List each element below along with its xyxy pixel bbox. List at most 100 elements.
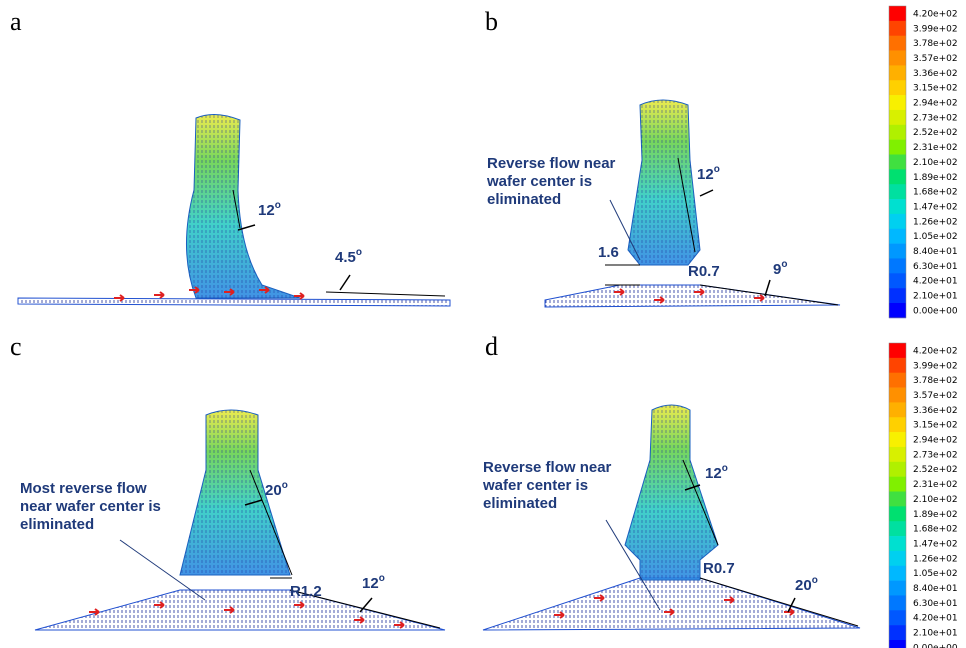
colorbar-swatch xyxy=(889,343,906,358)
colorbar-label: 6.30e+01 xyxy=(913,599,958,609)
colorbar-label: 2.10e+01 xyxy=(913,629,958,639)
colorbar-swatch xyxy=(889,417,906,432)
colorbar-label: 3.78e+02 xyxy=(913,376,958,386)
colorbar-swatch xyxy=(889,432,906,447)
note-line: Most reverse flow xyxy=(20,480,147,497)
colorbar-label: 2.94e+02 xyxy=(913,99,958,109)
colorbar-label: 1.26e+02 xyxy=(913,554,958,564)
annotation-text: 20 xyxy=(265,482,282,499)
colorbar-label: 3.78e+02 xyxy=(913,39,958,49)
colorbar-swatch xyxy=(889,477,906,492)
colorbar-label: 8.40e+01 xyxy=(913,584,958,594)
colorbar-label: 1.26e+02 xyxy=(913,217,958,227)
colorbar-swatch xyxy=(889,36,906,51)
reverse-arrow xyxy=(154,292,164,298)
colorbar-swatch xyxy=(889,140,906,155)
note-line: eliminated xyxy=(487,191,561,208)
note-line: wafer center is xyxy=(482,477,588,494)
colorbar-label: 2.73e+02 xyxy=(913,113,958,123)
colorbar-label: 0.00e+00 xyxy=(913,643,958,648)
colorbar-swatch xyxy=(889,492,906,507)
annotation-sup: o xyxy=(379,573,385,584)
colorbar-label: 2.52e+02 xyxy=(913,465,958,475)
dimension-line xyxy=(326,292,445,296)
colorbar-label: 4.20e+01 xyxy=(913,614,958,624)
colorbar-label: 1.89e+02 xyxy=(913,510,958,520)
colorbar-swatch xyxy=(889,80,906,95)
annotation: 12o xyxy=(258,200,281,219)
colorbar-label: 3.99e+02 xyxy=(913,361,958,371)
annotation-text: 12 xyxy=(705,465,722,482)
colorbar-swatch xyxy=(889,551,906,566)
colorbar-swatch xyxy=(889,506,906,521)
annotation: 12o xyxy=(705,463,728,482)
colorbar-label: 1.89e+02 xyxy=(913,173,958,183)
colorbar-label: 4.20e+02 xyxy=(913,346,958,356)
pointer-arrow xyxy=(700,190,713,196)
figure: a12o4.5obReverse flow nearwafer center i… xyxy=(0,0,966,648)
colorbar-swatch xyxy=(889,110,906,125)
colorbar-swatch xyxy=(889,258,906,273)
colorbar-swatch xyxy=(889,595,906,610)
annotation: 20o xyxy=(265,480,288,499)
colorbar-label: 6.30e+01 xyxy=(913,262,958,272)
annotation-sup: o xyxy=(722,463,728,474)
colorbar-swatch xyxy=(889,65,906,80)
colorbar-swatch xyxy=(889,169,906,184)
annotation: 9o xyxy=(773,259,787,278)
colorbar-label: 4.20e+02 xyxy=(913,9,958,19)
annotation-text: R0.7 xyxy=(688,263,720,280)
colorbar-swatch xyxy=(889,303,906,318)
colorbar-label: 2.10e+01 xyxy=(913,292,958,302)
colorbar-label: 1.05e+02 xyxy=(913,232,958,242)
pointer-arrow xyxy=(340,275,350,290)
annotation: 20o xyxy=(795,575,818,594)
colorbar-label: 3.15e+02 xyxy=(913,421,958,431)
colorbar-swatch xyxy=(889,288,906,303)
colorbar-label: 1.68e+02 xyxy=(913,525,958,535)
colorbar-swatch xyxy=(889,199,906,214)
colorbar-label: 2.10e+02 xyxy=(913,158,958,168)
colorbar-label: 2.52e+02 xyxy=(913,128,958,138)
annotation-text: R1.2 xyxy=(290,583,322,600)
annotation-text: 9 xyxy=(773,261,781,278)
annotation: R0.7 xyxy=(688,263,720,280)
note-line: eliminated xyxy=(483,495,557,512)
colorbar-label: 3.36e+02 xyxy=(913,69,958,79)
colorbar-label: 1.68e+02 xyxy=(913,188,958,198)
panel-label: a xyxy=(10,7,22,36)
colorbar-swatch xyxy=(889,388,906,403)
annotation-text: 12 xyxy=(697,166,714,183)
colorbar-swatch xyxy=(889,184,906,199)
note-line: Reverse flow near xyxy=(487,155,616,172)
colorbar-label: 2.73e+02 xyxy=(913,450,958,460)
annotation-sup: o xyxy=(714,164,720,175)
note-line: near wafer center is xyxy=(20,498,161,515)
annotation-text: 1.6 xyxy=(598,244,619,261)
colorbar-label: 2.31e+02 xyxy=(913,480,958,490)
colorbar-label: 0.00e+00 xyxy=(913,306,958,316)
annotation: R1.2 xyxy=(290,583,322,600)
annotation-text: 12 xyxy=(362,575,379,592)
colorbar-label: 4.20e+01 xyxy=(913,277,958,287)
annotation-text: 4.5 xyxy=(335,249,356,266)
colorbar-swatch xyxy=(889,273,906,288)
pointer-arrow xyxy=(765,280,770,296)
annotation-sup: o xyxy=(282,480,288,491)
colorbar-label: 2.94e+02 xyxy=(913,436,958,446)
colorbar-label: 3.15e+02 xyxy=(913,84,958,94)
panel-label: b xyxy=(485,7,498,36)
colorbar-label: 3.57e+02 xyxy=(913,391,958,401)
panel: bReverse flow nearwafer center iselimina… xyxy=(485,7,840,307)
panel-label: d xyxy=(485,332,498,361)
colorbar-swatch xyxy=(889,402,906,417)
colorbar-swatch xyxy=(889,536,906,551)
colorbar-swatch xyxy=(889,229,906,244)
annotation: 12o xyxy=(697,164,720,183)
annotation-text: 12 xyxy=(258,202,275,219)
colorbar-swatch xyxy=(889,125,906,140)
annotation-sup: o xyxy=(781,259,787,270)
annotation: R0.7 xyxy=(703,560,735,577)
